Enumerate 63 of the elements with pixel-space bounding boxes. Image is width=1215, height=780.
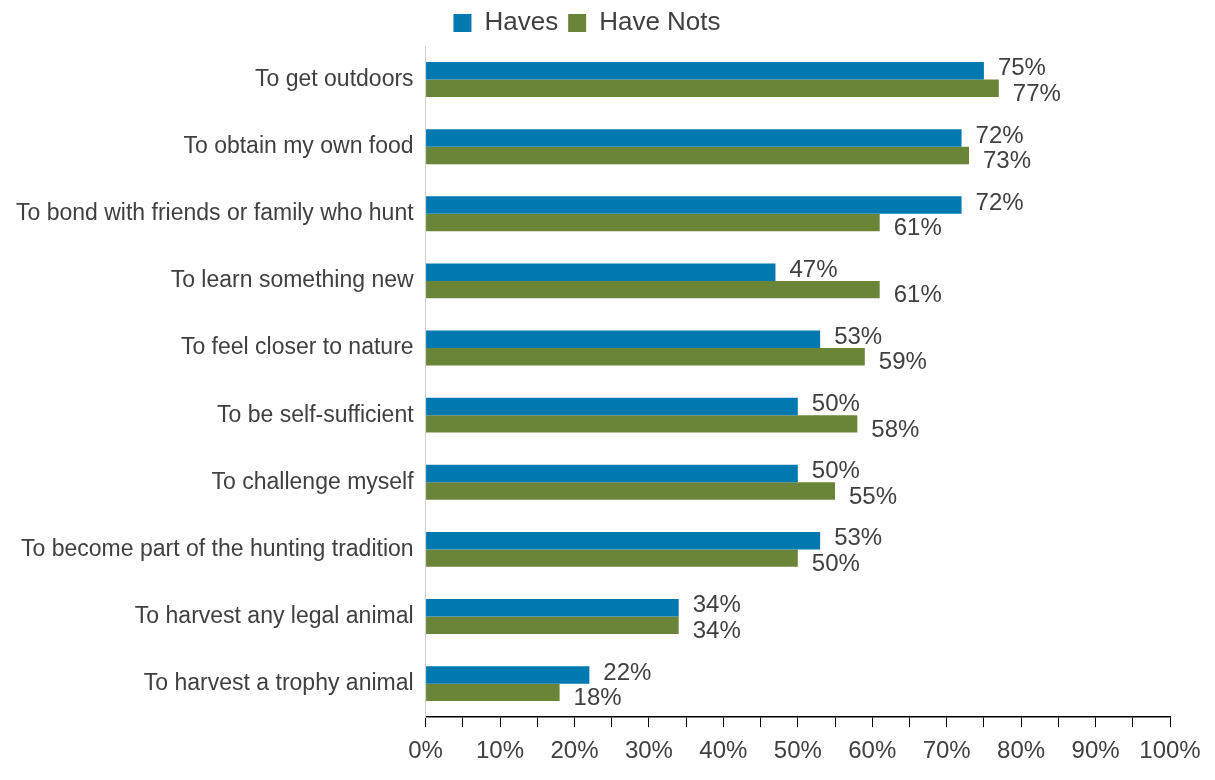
data-label: 50% [811, 389, 860, 417]
bar [426, 482, 836, 500]
x-tick-label: 30% [624, 736, 673, 764]
y-tick-label: To get outdoors [255, 64, 414, 91]
bar [426, 79, 999, 98]
y-tick-label: To harvest a trophy animal [143, 668, 414, 695]
data-label: 72% [975, 120, 1024, 148]
data-label: 58% [871, 414, 920, 442]
bar [426, 549, 798, 567]
legend-label: Have Nots [599, 6, 721, 37]
data-label: 34% [692, 590, 741, 618]
bar [426, 616, 679, 634]
x-tick-label: 100% [1139, 736, 1201, 764]
bar [426, 599, 679, 617]
bar [426, 213, 880, 232]
bar [426, 531, 821, 550]
x-tick-label: 90% [1071, 736, 1120, 764]
data-label: 72% [975, 187, 1024, 215]
x-tick-label: 50% [773, 736, 822, 764]
data-label: 47% [789, 254, 838, 282]
bar [426, 263, 776, 281]
data-label: 18% [573, 682, 622, 710]
data-label: 53% [834, 321, 883, 349]
x-tick-label: 80% [997, 736, 1046, 764]
x-tick-label: 0% [408, 736, 443, 764]
y-tick-label: To obtain my own food [183, 132, 414, 159]
x-tick-label: 70% [922, 736, 971, 764]
data-label: 75% [997, 53, 1046, 81]
bar [426, 62, 984, 80]
data-label: 59% [878, 347, 927, 375]
data-label: 61% [893, 213, 942, 241]
bar [426, 129, 962, 147]
y-tick-label: To bond with friends or family who hunt [16, 199, 415, 226]
y-tick-label: To harvest any legal animal [134, 601, 414, 628]
y-tick-label: To become part of the hunting tradition [21, 534, 414, 561]
legend-label: Haves [484, 6, 559, 37]
bar [426, 146, 970, 165]
data-label: 55% [849, 481, 898, 509]
data-label: 61% [893, 280, 942, 308]
y-tick-label: To learn something new [170, 266, 414, 293]
bar [426, 196, 962, 214]
data-label: 50% [811, 456, 860, 484]
x-tick-label: 40% [699, 736, 748, 764]
bar [426, 348, 865, 366]
data-label: 50% [811, 548, 860, 576]
x-tick-label: 20% [550, 736, 599, 764]
bar [426, 397, 798, 416]
bar [426, 330, 821, 349]
x-tick-label: 60% [848, 736, 897, 764]
bar [426, 666, 590, 684]
bar [426, 683, 560, 702]
bar [426, 464, 798, 483]
data-label: 73% [983, 146, 1032, 174]
y-tick-label: To be self-sufficient [217, 400, 415, 427]
x-tick-label: 10% [476, 736, 525, 764]
bar [426, 280, 880, 299]
data-label: 77% [1012, 78, 1061, 106]
data-label: 22% [603, 657, 652, 685]
data-label: 53% [834, 523, 883, 551]
y-tick-label: To challenge myself [211, 467, 415, 494]
bar [426, 415, 858, 433]
y-tick-label: To feel closer to nature [180, 333, 414, 360]
data-label: 34% [692, 615, 741, 643]
